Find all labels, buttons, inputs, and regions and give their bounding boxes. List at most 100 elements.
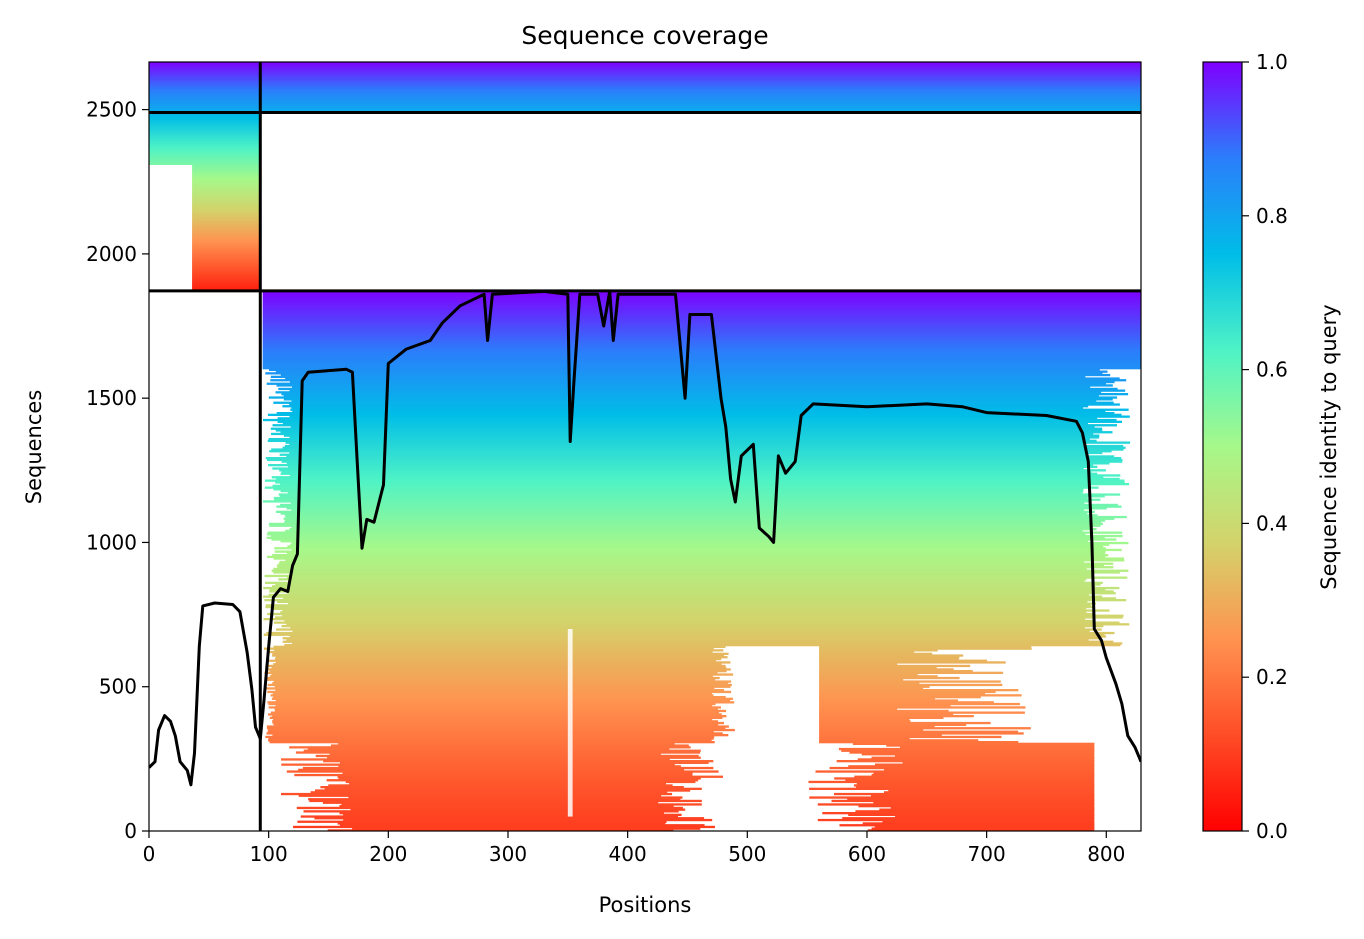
seq-row-2130-0 [192,214,260,217]
seq-row-654-0 [282,640,1114,643]
seq-row-2340-0 [149,154,260,157]
seq-row-1728-0 [262,330,1141,333]
seq-row-192-1 [871,773,1095,777]
seq-row-228-0 [281,763,675,766]
seq-row-180-1 [834,777,1095,780]
seq-row-186-1 [854,775,1095,778]
seq-row-84-0 [339,805,674,808]
seq-row-258-1 [895,754,1095,758]
seq-row-1920-0 [192,275,260,278]
seq-row-450-0 [275,699,731,702]
seq-row-2574-0 [149,86,1141,89]
seq-row-240-0 [323,760,714,763]
seq-row-2352-0 [149,150,260,153]
seq-row-1566-0 [285,377,1120,380]
seq-row-186-0 [337,775,723,778]
seq-row-702-0 [290,626,1085,629]
seq-row-456-1 [819,697,935,700]
seq-row-1212-0 [264,479,1125,482]
seq-row-2622-0 [149,72,1141,75]
seq-row-78-0 [296,806,683,810]
seq-row-1128-0 [280,503,1118,507]
seq-row-2388-0 [149,140,260,143]
seq-row-1182-0 [273,488,1084,491]
seq-row-1758-0 [262,322,1141,325]
seq-row-534-0 [269,675,713,678]
seq-row-954-0 [272,554,1109,557]
seq-row-1302-0 [279,453,1089,456]
seq-row-2436-0 [149,126,260,129]
seq-row-330-0 [272,734,729,737]
seq-row-1230-0 [289,474,1121,477]
seq-row-516-1 [819,680,1001,683]
seq-row-444-1 [819,701,994,704]
seq-row-834-0 [269,588,1106,591]
seq-row-2466-0 [149,117,260,120]
colorbar-tick-label-2: 0.4 [1256,511,1288,535]
seq-row-30-1 [882,820,1095,823]
seq-row-114-1 [809,796,1095,799]
x-tick-label-300: 300 [489,842,527,866]
seq-row-1380-0 [280,431,1113,434]
seq-row-1188-0 [264,486,1099,489]
seq-row-1518-0 [275,391,1102,394]
seq-row-1488-0 [291,399,1097,403]
seq-row-1170-0 [287,491,1083,494]
seq-row-276-1 [841,749,1095,752]
seq-row-114-0 [348,796,683,799]
y-tick-label-500: 500 [99,675,137,699]
seq-row-546-0 [264,671,718,674]
seq-row-270-1 [849,751,1095,754]
seq-row-90-1 [817,803,1095,806]
seq-row-1932-0 [192,271,260,275]
seq-row-1614-0 [262,363,1141,366]
seq-row-684-0 [266,631,1115,635]
seq-row-1854-0 [262,294,1141,297]
seq-row-1332-0 [284,444,1124,448]
seq-row-2568-0 [149,88,1141,91]
seq-row-618-1 [819,650,915,654]
seq-row-1962-0 [192,263,260,266]
seq-row-156-1 [853,784,1095,787]
seq-row-282-0 [307,747,670,751]
seq-row-36-1 [817,818,1095,822]
seq-row-150-0 [320,786,684,789]
seq-row-2430-0 [149,128,260,131]
seq-row-2106-0 [192,221,260,224]
seq-row-1176-0 [280,489,1084,493]
seq-row-1752-0 [262,323,1141,326]
seq-row-1476-0 [289,403,1120,406]
seq-row-174-0 [326,779,699,782]
seq-row-1698-0 [262,339,1141,342]
seq-row-2364-0 [149,147,260,150]
seq-row-1620-0 [262,361,1141,365]
seq-row-1452-0 [292,410,1106,413]
seq-row-1890-0 [192,283,260,287]
seq-row-2448-0 [149,122,260,126]
seq-row-540-1 [819,673,918,676]
seq-row-1350-0 [267,439,1097,442]
seq-row-426-0 [268,706,721,709]
seq-row-1068-0 [284,521,1102,524]
seq-row-1374-0 [271,432,1094,436]
seq-row-636-1 [819,645,1032,648]
colorbar-ticks: 0.0 0.2 0.4 0.6 0.8 1.0 [1242,50,1288,843]
seq-row-1602-0 [262,367,1141,370]
seq-row-438-0 [268,702,716,706]
seq-row-714-0 [286,623,1130,626]
seq-row-222-1 [848,765,1095,768]
seq-row-252-0 [327,756,701,759]
seq-row-2526-0 [149,100,1141,103]
y-tick-label-0: 0 [124,819,137,843]
seq-row-480-0 [267,690,732,694]
seq-row-2400-0 [149,136,260,139]
seq-row-120-0 [298,794,662,797]
seq-row-2112-0 [192,219,260,223]
chain-boundaries [149,62,1141,831]
seq-row-60-1 [822,812,1095,815]
seq-row-1764-0 [262,320,1141,323]
seq-row-48-1 [895,815,1095,818]
seq-row-576-0 [273,663,722,666]
seq-row-1986-0 [192,256,260,259]
seq-row-54-0 [343,813,682,816]
